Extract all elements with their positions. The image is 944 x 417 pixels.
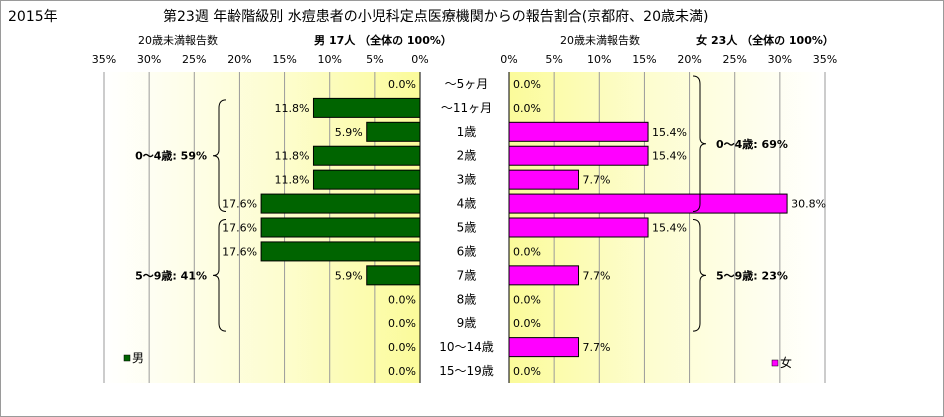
male-bar: [312, 145, 421, 166]
male-data-label: 0.0%: [388, 365, 416, 378]
right-tick-label: 15%: [632, 53, 656, 66]
year-label: 2015年: [8, 9, 58, 25]
female-bar: [508, 169, 580, 190]
female-data-label: 15.4%: [652, 126, 687, 139]
female-data-label: 0.0%: [513, 102, 541, 115]
category-label: 〜5ヶ月: [445, 77, 489, 91]
male-legend-swatch: [123, 354, 131, 362]
male-legend-label: 男: [132, 351, 144, 365]
female-group-label: 5〜9歳: 23%: [716, 268, 788, 282]
category-label: 6歳: [457, 244, 477, 258]
female-data-label: 0.0%: [513, 245, 541, 258]
male-bar: [366, 121, 421, 142]
male-data-label: 17.6%: [222, 198, 257, 211]
male-group-bracket: [212, 99, 227, 213]
female-bar: [508, 217, 649, 238]
right-tick-label: 20%: [677, 53, 701, 66]
female-data-label: 15.4%: [652, 222, 687, 235]
male-group-label: 5〜9歳: 41%: [135, 268, 207, 282]
female-data-label: 30.8%: [791, 198, 826, 211]
left-axis-caption: 20歳未満報告数: [138, 34, 218, 47]
male-group-bracket: [212, 219, 227, 332]
female-data-label: 0.0%: [513, 293, 541, 306]
female-group-label: 0〜4歳: 69%: [716, 137, 788, 151]
female-legend-swatch: [771, 359, 779, 367]
category-label: 10〜14歳: [439, 340, 494, 354]
left-tick-label: 0%: [411, 53, 428, 66]
female-bar: [508, 265, 580, 286]
female-bar: [508, 145, 649, 166]
male-data-label: 11.8%: [275, 174, 310, 187]
male-panel-title: 男 17人 （全体の 100%）: [314, 33, 452, 47]
right-tick-label: 10%: [587, 53, 611, 66]
left-tick-label: 30%: [137, 53, 161, 66]
left-tick-label: 35%: [92, 53, 116, 66]
female-data-label: 15.4%: [652, 150, 687, 163]
male-data-label: 17.6%: [222, 245, 257, 258]
right-tick-label: 25%: [722, 53, 746, 66]
female-legend-label: 女: [780, 355, 792, 370]
male-group-label: 0〜4歳: 59%: [135, 149, 207, 163]
male-data-label: 11.8%: [275, 150, 310, 163]
left-tick-label: 15%: [272, 53, 296, 66]
right-tick-label: 35%: [813, 53, 837, 66]
category-label: 15〜19歳: [439, 364, 494, 378]
male-bar: [312, 169, 421, 190]
category-label: 4歳: [457, 197, 477, 211]
right-tick-label: 0%: [500, 53, 517, 66]
male-data-label: 0.0%: [388, 317, 416, 330]
category-label: 9歳: [457, 316, 477, 330]
female-bar: [508, 193, 788, 214]
female-data-label: 0.0%: [513, 78, 541, 91]
male-data-label: 0.0%: [388, 78, 416, 91]
female-data-label: 7.7%: [583, 341, 611, 354]
male-bar: [260, 193, 421, 214]
male-data-label: 11.8%: [275, 102, 310, 115]
chart-title: 第23週 年齢階級別 水痘患者の小児科定点医療機関からの報告割合(京都府、20歳…: [163, 9, 709, 25]
female-bar: [508, 337, 580, 358]
category-label: 7歳: [457, 268, 477, 282]
category-label: 3歳: [457, 173, 477, 187]
female-group-bracket: [692, 75, 707, 213]
male-bar: [366, 265, 421, 286]
male-bar: [260, 241, 421, 262]
female-data-label: 7.7%: [583, 269, 611, 282]
female-group-bracket: [692, 219, 707, 332]
female-data-label: 0.0%: [513, 317, 541, 330]
female-bar: [508, 121, 649, 142]
left-tick-label: 10%: [317, 53, 341, 66]
male-data-label: 5.9%: [335, 269, 363, 282]
right-tick-label: 30%: [768, 53, 792, 66]
female-data-label: 7.7%: [583, 174, 611, 187]
left-tick-label: 25%: [182, 53, 206, 66]
left-tick-label: 20%: [227, 53, 251, 66]
category-label: 5歳: [457, 221, 477, 235]
category-label: 2歳: [457, 149, 477, 163]
female-panel-title: 女 23人 （全体の 100%）: [696, 33, 834, 47]
male-data-label: 17.6%: [222, 222, 257, 235]
female-data-label: 0.0%: [513, 365, 541, 378]
right-axis-caption: 20歳未満報告数: [560, 34, 640, 47]
category-label: 8歳: [457, 292, 477, 306]
male-data-label: 5.9%: [335, 126, 363, 139]
male-bar: [260, 217, 421, 238]
left-tick-label: 5%: [366, 53, 383, 66]
male-data-label: 0.0%: [388, 341, 416, 354]
right-tick-label: 5%: [545, 53, 562, 66]
male-bar: [312, 97, 421, 118]
male-data-label: 0.0%: [388, 293, 416, 306]
category-label: 1歳: [457, 125, 477, 139]
category-label: 〜11ヶ月: [441, 101, 492, 115]
